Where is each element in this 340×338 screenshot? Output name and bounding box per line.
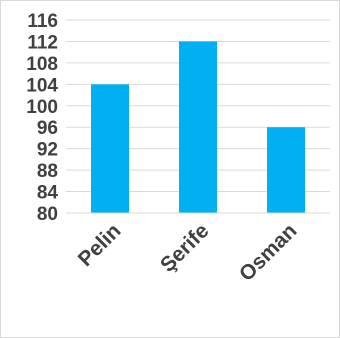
y-tick-label-88: 88 [37,161,58,182]
x-category-label-3: Osman [235,219,302,286]
bar-1 [91,84,129,213]
y-tick-label-116: 116 [27,11,58,32]
y-tick-label-84: 84 [37,183,59,204]
bar-3 [267,127,305,213]
y-tick-label-92: 92 [37,140,58,161]
y-tick-label-80: 80 [37,204,58,225]
y-tick-label-100: 100 [26,97,58,118]
x-category-label-1: Pelin [74,219,126,271]
bars [91,41,305,213]
x-axis-category-labels: Pelin Şerife Osman [74,219,302,286]
bar-2 [179,41,217,213]
y-tick-label-104: 104 [26,75,58,96]
x-category-label-2: Şerife [156,219,214,277]
y-tick-label-112: 112 [27,32,58,53]
y-tick-label-96: 96 [37,118,58,139]
y-tick-label-108: 108 [26,54,58,75]
